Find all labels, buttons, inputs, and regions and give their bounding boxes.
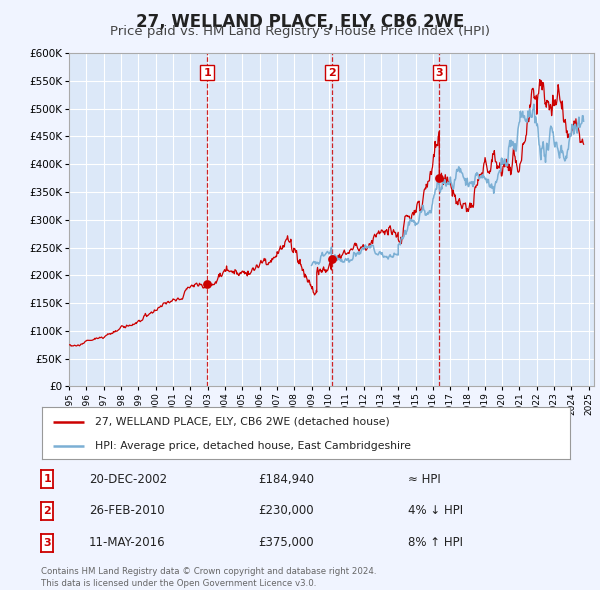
Text: 4% ↓ HPI: 4% ↓ HPI xyxy=(408,504,463,517)
Point xyxy=(327,254,337,263)
Point xyxy=(202,279,212,289)
Text: 8% ↑ HPI: 8% ↑ HPI xyxy=(408,536,463,549)
Text: Price paid vs. HM Land Registry's House Price Index (HPI): Price paid vs. HM Land Registry's House … xyxy=(110,25,490,38)
Text: 3: 3 xyxy=(436,67,443,77)
Text: Contains HM Land Registry data © Crown copyright and database right 2024.
This d: Contains HM Land Registry data © Crown c… xyxy=(41,567,376,588)
Text: 1: 1 xyxy=(203,67,211,77)
Text: £375,000: £375,000 xyxy=(258,536,314,549)
Text: ≈ HPI: ≈ HPI xyxy=(408,473,441,486)
Text: £184,940: £184,940 xyxy=(258,473,314,486)
Text: £230,000: £230,000 xyxy=(258,504,314,517)
Text: 2: 2 xyxy=(43,506,51,516)
Text: 11-MAY-2016: 11-MAY-2016 xyxy=(89,536,166,549)
Text: HPI: Average price, detached house, East Cambridgeshire: HPI: Average price, detached house, East… xyxy=(95,441,411,451)
Text: 1: 1 xyxy=(43,474,51,484)
Text: 27, WELLAND PLACE, ELY, CB6 2WE (detached house): 27, WELLAND PLACE, ELY, CB6 2WE (detache… xyxy=(95,417,389,427)
Text: 2: 2 xyxy=(328,67,335,77)
Text: 3: 3 xyxy=(43,538,51,548)
Text: 20-DEC-2002: 20-DEC-2002 xyxy=(89,473,167,486)
Text: 26-FEB-2010: 26-FEB-2010 xyxy=(89,504,164,517)
Text: 27, WELLAND PLACE, ELY, CB6 2WE: 27, WELLAND PLACE, ELY, CB6 2WE xyxy=(136,13,464,31)
Point xyxy=(434,173,444,183)
